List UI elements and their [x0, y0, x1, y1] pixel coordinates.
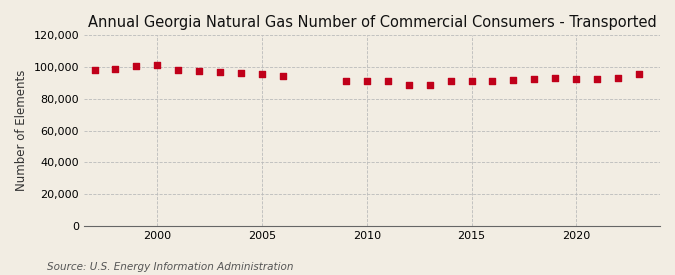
Point — [445, 79, 456, 84]
Point — [403, 82, 414, 87]
Point — [529, 77, 540, 81]
Point — [424, 83, 435, 87]
Title: Annual Georgia Natural Gas Number of Commercial Consumers - Transported: Annual Georgia Natural Gas Number of Com… — [88, 15, 656, 30]
Point — [215, 69, 225, 74]
Point — [110, 67, 121, 71]
Point — [152, 63, 163, 67]
Point — [382, 79, 393, 84]
Y-axis label: Number of Elements: Number of Elements — [15, 70, 28, 191]
Point — [89, 68, 100, 72]
Point — [613, 76, 624, 80]
Point — [131, 63, 142, 68]
Point — [571, 77, 582, 81]
Point — [340, 78, 351, 83]
Point — [277, 74, 288, 78]
Point — [194, 69, 205, 73]
Point — [236, 70, 246, 75]
Point — [634, 72, 645, 76]
Point — [550, 76, 561, 80]
Text: Source: U.S. Energy Information Administration: Source: U.S. Energy Information Administ… — [47, 262, 294, 272]
Point — [592, 77, 603, 81]
Point — [256, 72, 267, 76]
Point — [173, 68, 184, 73]
Point — [508, 78, 519, 82]
Point — [487, 78, 498, 83]
Point — [466, 79, 477, 84]
Point — [361, 79, 372, 83]
